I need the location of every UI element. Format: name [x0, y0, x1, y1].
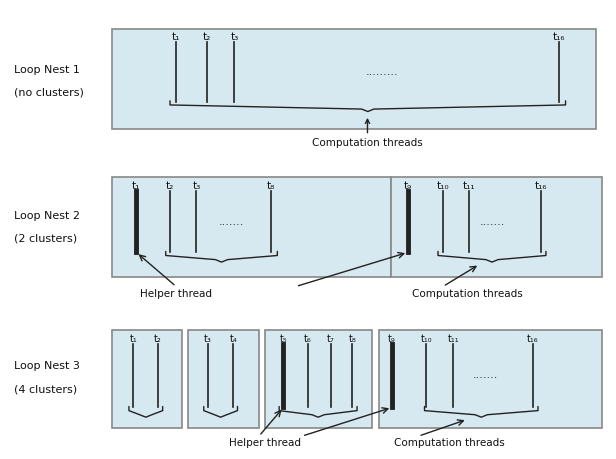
FancyBboxPatch shape [391, 177, 602, 277]
Text: t₈: t₈ [267, 181, 275, 191]
Text: t₁: t₁ [132, 181, 140, 191]
Text: t₁: t₁ [172, 33, 180, 42]
Text: t₁₀: t₁₀ [437, 181, 449, 191]
Text: t₁₆: t₁₆ [553, 33, 565, 42]
Text: .......: ....... [479, 217, 505, 226]
Text: t₉: t₉ [404, 181, 412, 191]
Text: t₂: t₂ [166, 181, 174, 191]
FancyBboxPatch shape [111, 177, 391, 277]
Text: t₁₆: t₁₆ [527, 334, 539, 343]
Text: .......: ....... [219, 217, 244, 226]
FancyBboxPatch shape [111, 330, 182, 428]
Text: .......: ....... [473, 370, 498, 381]
Text: Loop Nest 1

(no clusters): Loop Nest 1 (no clusters) [14, 65, 84, 98]
Text: t₁₆: t₁₆ [535, 181, 547, 191]
Text: t₁₀: t₁₀ [421, 334, 432, 343]
Text: Computation threads: Computation threads [312, 119, 423, 148]
Text: Helper thread: Helper thread [229, 438, 301, 448]
FancyBboxPatch shape [111, 29, 596, 129]
FancyBboxPatch shape [188, 330, 259, 428]
Text: Loop Nest 3

(4 clusters): Loop Nest 3 (4 clusters) [14, 361, 79, 394]
Text: Loop Nest 2

(2 clusters): Loop Nest 2 (2 clusters) [14, 211, 79, 244]
Text: t₄: t₄ [229, 334, 237, 343]
Text: t₇: t₇ [327, 334, 334, 343]
Text: t₂: t₂ [203, 33, 211, 42]
Text: .........: ......... [365, 67, 398, 77]
FancyBboxPatch shape [265, 330, 373, 428]
FancyBboxPatch shape [378, 330, 602, 428]
Text: Computation threads: Computation threads [412, 289, 523, 299]
Text: t₃: t₃ [204, 334, 212, 343]
Text: t₈: t₈ [348, 334, 356, 343]
Text: t₁: t₁ [129, 334, 137, 343]
Text: t₉: t₉ [388, 334, 396, 343]
Text: Computation threads: Computation threads [394, 438, 505, 448]
Text: t₁₁: t₁₁ [463, 181, 476, 191]
Text: t₃: t₃ [192, 181, 201, 191]
Text: t₃: t₃ [230, 33, 238, 42]
Text: t₂: t₂ [154, 334, 161, 343]
Text: Helper thread: Helper thread [140, 289, 212, 299]
Text: t₅: t₅ [280, 334, 287, 343]
Text: t₆: t₆ [304, 334, 312, 343]
Text: t₁₁: t₁₁ [447, 334, 459, 343]
